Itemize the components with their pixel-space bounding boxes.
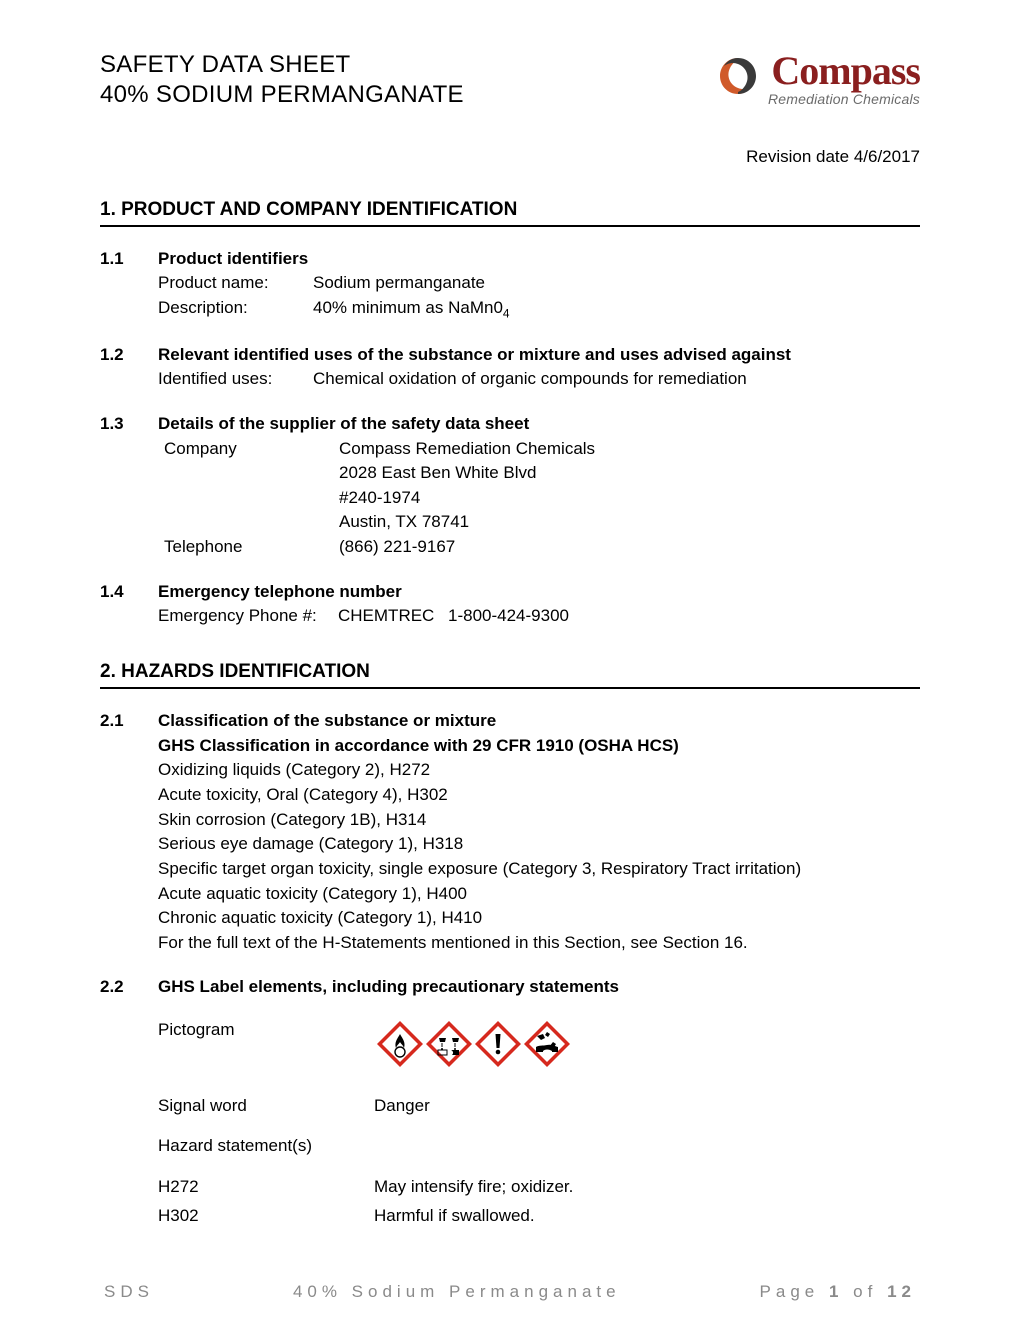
company-logo: Compass Remediation Chemicals — [714, 50, 920, 107]
hazard-text: May intensify fire; oxidizer. — [374, 1175, 920, 1200]
subsection-2-2: 2.2 GHS Label elements, including precau… — [100, 975, 920, 1232]
header-title-block: SAFETY DATA SHEET 40% SODIUM PERMANGANAT… — [100, 50, 464, 110]
subsection-heading: Relevant identified uses of the substanc… — [158, 343, 920, 368]
footer-page-num: 1 — [829, 1282, 843, 1301]
revision-date: Revision date 4/6/2017 — [714, 147, 920, 167]
emergency-phone: 1-800-424-9300 — [448, 604, 569, 629]
section-1-title: 1. PRODUCT AND COMPANY IDENTIFICATION — [100, 199, 920, 227]
classification-line: Chronic aquatic toxicity (Category 1), H… — [158, 906, 920, 931]
subsection-1-2: 1.2 Relevant identified uses of the subs… — [100, 343, 920, 392]
logo-tagline: Remediation Chemicals — [768, 92, 920, 107]
classification-line: Skin corrosion (Category 1B), H314 — [158, 808, 920, 833]
classification-line: Oxidizing liquids (Category 2), H272 — [158, 758, 920, 783]
section-2-title: 2. HAZARDS IDENTIFICATION — [100, 661, 920, 689]
emergency-phone-label: Emergency Phone #: — [158, 604, 338, 629]
ghs-subheading: GHS Classification in accordance with 29… — [158, 734, 920, 759]
footer-left: SDS — [104, 1282, 154, 1302]
logo-name: Compass — [768, 50, 920, 92]
doc-title-line2: 40% SODIUM PERMANGANATE — [100, 80, 464, 110]
hazard-statements-label: Hazard statement(s) — [158, 1134, 374, 1159]
doc-title-line1: SAFETY DATA SHEET — [100, 50, 464, 80]
telephone-label: Telephone — [164, 535, 339, 560]
subsection-heading: Classification of the substance or mixtu… — [158, 709, 920, 734]
compass-swirl-icon — [714, 52, 762, 105]
telephone-value: (866) 221-9167 — [339, 535, 455, 560]
classification-line: Serious eye damage (Category 1), H318 — [158, 832, 920, 857]
subsection-number: 1.4 — [100, 580, 158, 605]
header-right: Compass Remediation Chemicals Revision d… — [714, 50, 920, 167]
hazard-text: Harmful if swallowed. — [374, 1204, 920, 1229]
identified-uses-value: Chemical oxidation of organic compounds … — [313, 367, 747, 392]
company-address: Compass Remediation Chemicals 2028 East … — [339, 437, 595, 536]
company-label: Company — [164, 437, 339, 536]
classification-line: Acute aquatic toxicity (Category 1), H40… — [158, 882, 920, 907]
footer-page-total: 12 — [887, 1282, 916, 1301]
subsection-heading: Details of the supplier of the safety da… — [158, 412, 920, 437]
footer-of: of — [843, 1282, 887, 1301]
logo-text: Compass Remediation Chemicals — [768, 50, 920, 107]
signal-word-label: Signal word — [158, 1094, 374, 1119]
page-footer: SDS 40% Sodium Permanganate Page 1 of 12 — [100, 1282, 920, 1302]
company-line: Compass Remediation Chemicals — [339, 437, 595, 462]
subsection-number: 2.2 — [100, 975, 158, 1000]
signal-word-value: Danger — [374, 1094, 920, 1119]
subsection-2-1: 2.1 Classification of the substance or m… — [100, 709, 920, 955]
company-line: #240-1974 — [339, 486, 595, 511]
hazard-code: H272 — [158, 1175, 374, 1200]
subsection-number: 1.1 — [100, 247, 158, 272]
subsection-heading: Emergency telephone number — [158, 580, 920, 605]
company-line: 2028 East Ben White Blvd — [339, 461, 595, 486]
hazard-code: H302 — [158, 1204, 374, 1229]
document-header: SAFETY DATA SHEET 40% SODIUM PERMANGANAT… — [100, 50, 920, 167]
pictogram-set — [374, 1018, 920, 1078]
description-label: Description: — [158, 296, 313, 323]
subsection-number: 1.2 — [100, 343, 158, 368]
product-name-label: Product name: — [158, 271, 313, 296]
classification-line: For the full text of the H-Statements me… — [158, 931, 920, 956]
classification-line: Acute toxicity, Oral (Category 4), H302 — [158, 783, 920, 808]
product-name-value: Sodium permanganate — [313, 271, 485, 296]
identified-uses-label: Identified uses: — [158, 367, 313, 392]
footer-page-prefix: Page — [760, 1282, 829, 1301]
subsection-1-3: 1.3 Details of the supplier of the safet… — [100, 412, 920, 560]
subsection-heading: Product identifiers — [158, 247, 920, 272]
footer-center: 40% Sodium Permanganate — [293, 1282, 621, 1302]
description-text: 40% minimum as NaMn0 — [313, 298, 503, 317]
subsection-number: 2.1 — [100, 709, 158, 734]
description-value: 40% minimum as NaMn04 — [313, 296, 510, 323]
subsection-1-4: 1.4 Emergency telephone number Emergency… — [100, 580, 920, 629]
subsection-heading: GHS Label elements, including precaution… — [158, 975, 920, 1000]
description-subscript: 4 — [503, 306, 510, 320]
emergency-org: CHEMTREC — [338, 604, 448, 629]
subsection-number: 1.3 — [100, 412, 158, 437]
company-line: Austin, TX 78741 — [339, 510, 595, 535]
pictogram-label: Pictogram — [158, 1018, 374, 1043]
subsection-1-1: 1.1 Product identifiers Product name: So… — [100, 247, 920, 323]
classification-line: Specific target organ toxicity, single e… — [158, 857, 920, 882]
footer-right: Page 1 of 12 — [760, 1282, 916, 1302]
